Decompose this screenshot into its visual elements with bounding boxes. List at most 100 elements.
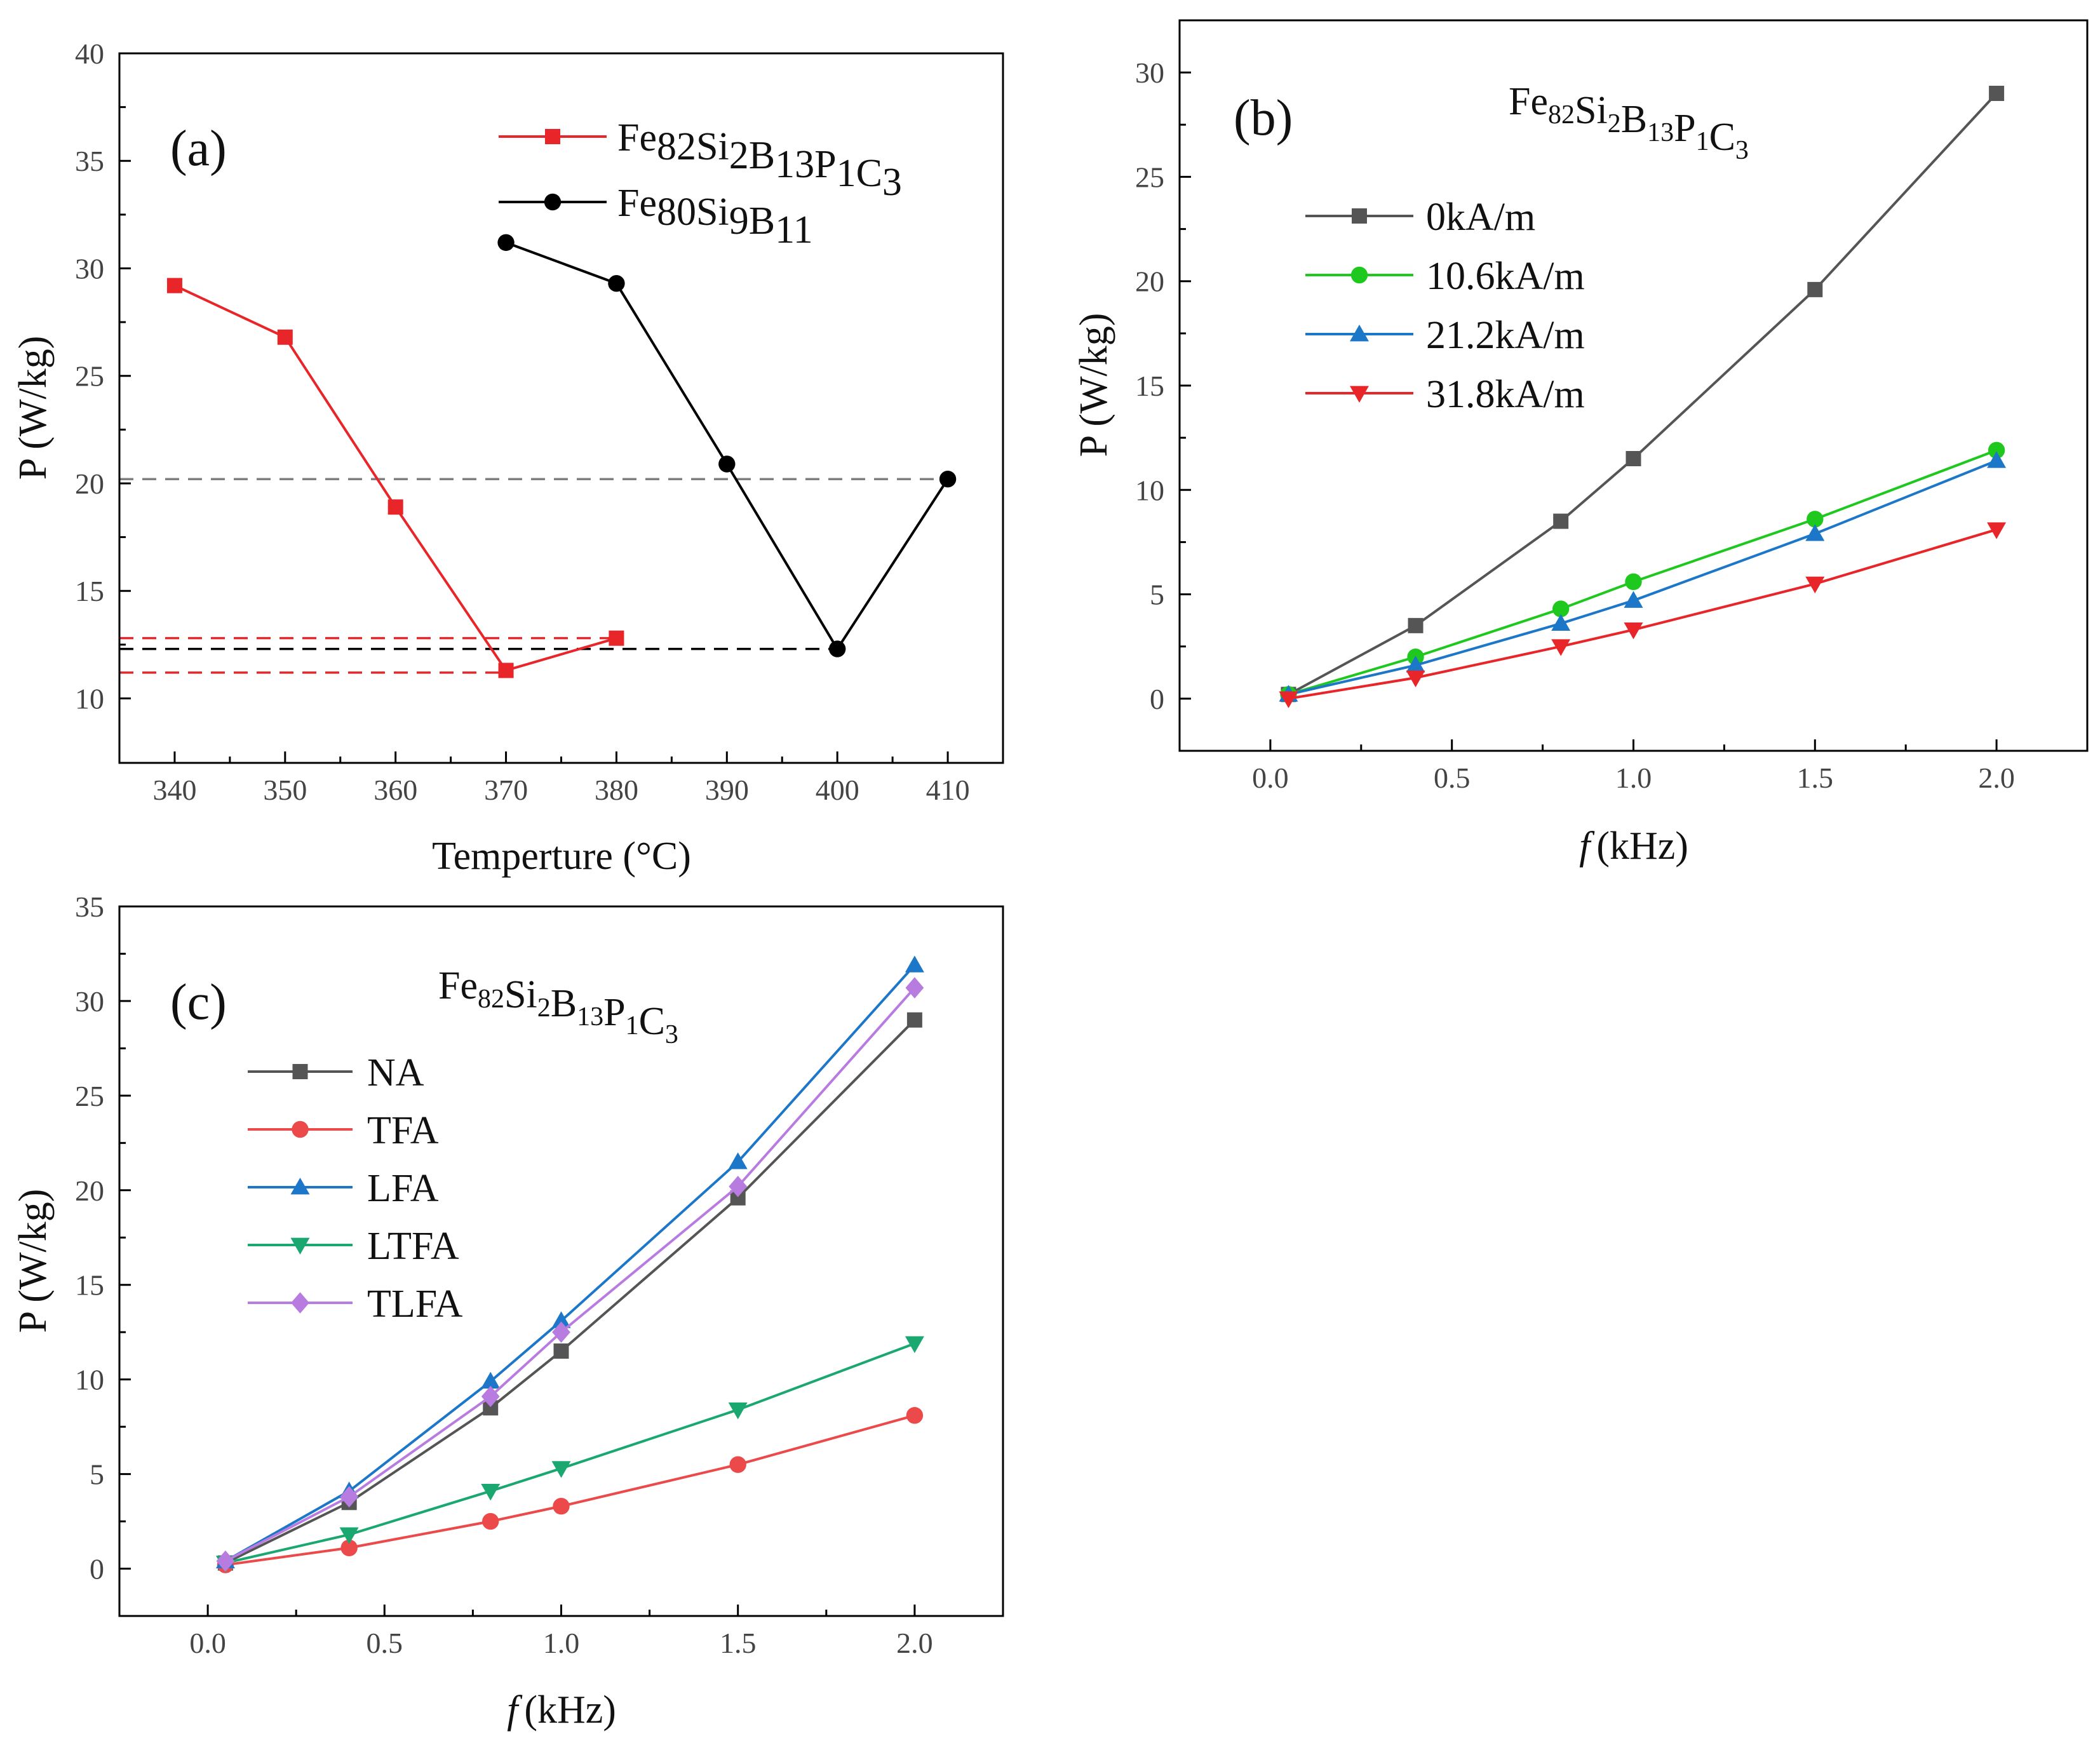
panel-b-data-point <box>1553 513 1569 529</box>
panel-b-data-point <box>1551 614 1571 631</box>
panel-c-data-point <box>728 1152 748 1169</box>
panel-b-xlabel-var: f <box>1579 825 1595 868</box>
panel-c-title: Fe82Si2B13P1C3 <box>438 964 678 1049</box>
panel-b-ytick-label: 10 <box>1135 474 1164 506</box>
panel-b: 0.0 0.5 1.0 1.5 2.0 0 5 10 15 20 25 30 (b) Fe82Si2B… <box>1072 19 2089 868</box>
panel-b-data-point <box>1987 522 2007 539</box>
panel-a-legend-label-subscript: 2 <box>729 134 749 177</box>
panel-b-title-text: Fe82Si2B13P1C3 <box>1509 80 1749 165</box>
panel-a-legend-marker <box>544 193 562 211</box>
panel-c-legend-label: TLFA <box>367 1282 463 1326</box>
panel-a-ytick-label: 15 <box>75 575 104 607</box>
panel-c-legend-label: LTFA <box>367 1225 459 1268</box>
panel-a-legend-label: Fe82Si2B13P1C3 <box>617 116 902 204</box>
panel-b-ytick-label: 30 <box>1135 57 1164 89</box>
panel-b-xlabel-unit: (kHz) <box>1596 825 1688 868</box>
panel-b-ytick-label: 0 <box>1150 683 1164 715</box>
panel-c-series-line <box>225 1414 915 1566</box>
panel-a-xtick-label: 390 <box>705 774 749 806</box>
panel-a-data-point <box>828 640 846 657</box>
panel-c-title-text-subscript: 13 <box>577 1002 603 1032</box>
panel-a-data-point <box>166 278 182 293</box>
panel-c-ytick-label: 15 <box>75 1269 104 1302</box>
panel-a-data-point <box>277 329 293 345</box>
panel-a-xtick-label: 380 <box>595 774 638 806</box>
panel-b-data-point <box>1625 451 1641 466</box>
panel-b-title-text-element: C <box>1709 116 1735 159</box>
panel-c-data-point <box>905 955 924 973</box>
panel-c-xtick-label: 0.5 <box>367 1627 403 1659</box>
panel-b-data-point <box>1988 441 2005 459</box>
panel-b-plot-layer <box>1279 86 2007 708</box>
panel-a-xtick-label: 360 <box>374 774 417 806</box>
panel-b-title-text-element: Si <box>1575 89 1608 132</box>
panel-c-title-text-element: Fe <box>438 964 478 1007</box>
panel-c-label: (c) <box>170 974 227 1030</box>
panel-b-title-text-element: P <box>1674 107 1695 150</box>
panel-b-legend-label: 0kA/m <box>1426 196 1535 239</box>
panel-b-data-point <box>1989 86 2005 101</box>
panel-b-series-line <box>1288 448 1997 696</box>
panel-c-xlabel: f (kHz) <box>507 1688 616 1732</box>
panel-c-series-line <box>224 964 916 1563</box>
panel-a-series-line <box>505 241 949 652</box>
panel-a-xtick-label: 340 <box>152 774 196 806</box>
panel-a-xlabel: Temperture (°C) <box>432 835 691 878</box>
panel-a-ytick-label: 35 <box>75 145 104 177</box>
panel-b-data-point <box>1624 623 1643 640</box>
panel-c-legend-marker <box>292 1121 309 1138</box>
panel-a-xtick-label: 370 <box>484 774 528 806</box>
panel-c-data-point <box>905 977 924 999</box>
panel-c-title-text-subscript: 3 <box>665 1020 678 1049</box>
panel-b-title: Fe82Si2B13P1C3 <box>1509 80 1749 165</box>
panel-b-legend-marker <box>1350 325 1369 342</box>
panel-a-data-point <box>718 455 736 473</box>
panel-a-legend-label-subscript: 1 <box>837 152 856 195</box>
panel-b-xtick-label: 2.0 <box>1978 762 2015 794</box>
panel-b-label: (b) <box>1234 90 1293 146</box>
panel-c-data-point <box>481 1484 501 1501</box>
panel-b-ytick-label: 20 <box>1135 266 1164 298</box>
panel-b-data-point <box>1551 639 1571 656</box>
panel-c-ytick-label: 0 <box>90 1553 104 1585</box>
panel-c-data-point <box>481 1371 501 1389</box>
panel-b-legend: 0kA/m 10.6kA/m 21.2kA/m 31.8kA/m <box>1305 196 1585 416</box>
panel-c-ytick-label: 5 <box>90 1458 104 1491</box>
panel-a-xtick-label: 410 <box>926 774 970 806</box>
panel-a-legend-label-element: Si <box>696 125 729 168</box>
panel-c: 0.0 0.5 1.0 1.5 2.0 0 5 10 15 20 25 30 35 (c) Fe82Si… <box>11 891 1004 1732</box>
panel-a-data-point <box>939 471 957 488</box>
panel-c-data-point <box>481 1385 500 1408</box>
panel-c-title-text-element: C <box>639 1000 665 1043</box>
panel-b-ytick-label: 25 <box>1135 161 1164 193</box>
panel-a-legend-label-subscript: 80 <box>657 191 696 234</box>
panel-b-data-point <box>1624 591 1643 608</box>
panel-b-data-point <box>1807 281 1823 297</box>
panel-c-series-line <box>225 1342 915 1565</box>
panel-c-ytick-label: 10 <box>75 1364 104 1396</box>
panel-c-plot-layer <box>215 955 924 1573</box>
panel-a-legend-marker <box>545 129 560 144</box>
panel-c-ytick-label: 20 <box>75 1175 104 1207</box>
panel-b-title-text-subscript: 2 <box>1608 109 1621 138</box>
panel-b-legend-label: 21.2kA/m <box>1426 314 1585 357</box>
panel-a-ytick-label: 40 <box>75 37 104 70</box>
panel-c-legend-marker <box>292 1064 308 1079</box>
panel-c-data-point <box>551 1461 571 1478</box>
panel-c-data-point <box>728 1402 748 1420</box>
panel-c-data-point <box>905 1336 924 1354</box>
panel-b-title-text-subscript: 13 <box>1647 118 1674 147</box>
panel-c-data-point <box>729 1176 748 1197</box>
panel-c-ytick-label: 35 <box>75 891 104 923</box>
panel-a-ytick-label: 10 <box>75 682 104 715</box>
panel-c-data-point <box>906 1012 922 1028</box>
panel-c-xtick-label: 2.0 <box>896 1627 933 1659</box>
panel-a-legend-label-element: Fe <box>617 116 657 159</box>
panel-b-data-point <box>1406 670 1425 687</box>
panel-b-title-text-subscript: 82 <box>1548 100 1575 130</box>
panel-b-legend-marker <box>1350 386 1369 403</box>
panel-a-legend-label-element: P <box>814 143 836 186</box>
